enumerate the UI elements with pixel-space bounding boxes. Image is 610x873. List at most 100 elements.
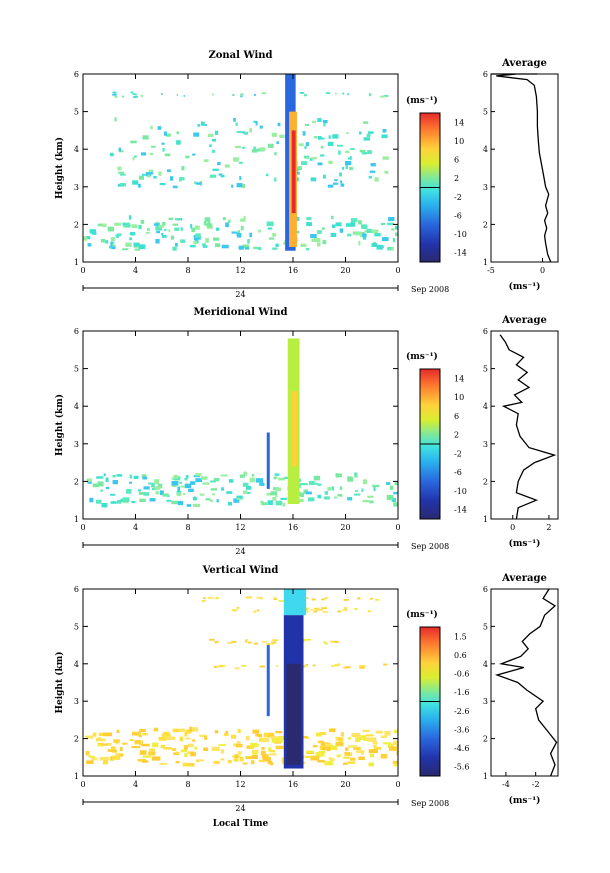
- heatmap-cell: [187, 743, 194, 748]
- heatmap-cell: [332, 182, 339, 185]
- heatmap-cell: [158, 171, 162, 176]
- heatmap-cell: [195, 473, 202, 477]
- heatmap-cell: [321, 607, 328, 610]
- heatmap-cell: [203, 159, 209, 163]
- heatmap-cell: [102, 223, 107, 228]
- heatmap-cell: [369, 93, 371, 95]
- heatmap-cell: [206, 226, 213, 229]
- x-tick-label: 16: [288, 266, 298, 275]
- heatmap-cell: [153, 176, 157, 179]
- heatmap-cell: [270, 762, 274, 766]
- heatmap-cell: [83, 236, 88, 241]
- heatmap-cell: [339, 228, 344, 233]
- heatmap-cell: [158, 224, 164, 228]
- heatmap-cell: [168, 217, 173, 221]
- heatmap-cell: [141, 474, 147, 478]
- panel-title: Vertical Wind: [202, 565, 279, 576]
- heatmap-cell: [324, 597, 328, 600]
- heatmap-cell: [142, 760, 149, 763]
- colorbar-tick-label: 1.5: [454, 632, 467, 641]
- heatmap-cell: [112, 479, 118, 485]
- heatmap-cell: [141, 743, 150, 747]
- heatmap-cell: [334, 496, 337, 499]
- avg-y-tick-label: 2: [483, 477, 488, 486]
- heatmap-cell: [132, 180, 139, 185]
- colorbar-tick-label: -6: [454, 211, 462, 220]
- heatmap-cell: [321, 598, 325, 601]
- average-profile-line: [494, 588, 558, 777]
- heatmap-cell: [235, 743, 243, 748]
- heatmap-cell: [127, 224, 131, 227]
- heatmap-cell: [311, 238, 319, 242]
- heatmap-cell: [139, 498, 146, 503]
- colorbar-tick-label: -5.6: [454, 763, 469, 772]
- heatmap-cell: [214, 730, 219, 734]
- average-frame: [490, 73, 559, 263]
- heatmap-cell: [236, 183, 243, 188]
- x-tick-label: 4: [133, 523, 138, 532]
- heatmap-cell: [134, 155, 137, 158]
- heatmap-cell: [357, 220, 362, 225]
- heatmap-cell: [194, 181, 197, 185]
- heatmap-cell: [192, 153, 196, 156]
- heatmap-cell: [334, 664, 340, 667]
- heatmap-cell: [133, 475, 139, 479]
- heatmap-cell: [211, 93, 214, 96]
- heatmap-cell: [96, 476, 104, 479]
- heatmap-cell: [327, 487, 332, 491]
- heatmap-cell: [189, 726, 193, 732]
- y-tick-label: 1: [74, 772, 79, 781]
- heatmap-cell: [112, 93, 117, 96]
- heatmap-cell: [358, 240, 361, 246]
- heatmap-cell: [158, 737, 167, 741]
- average-title: Average: [501, 573, 547, 584]
- y-axis-label: Height (km): [54, 651, 65, 713]
- heatmap-cell: [210, 480, 217, 483]
- heatmap-cell: [375, 598, 379, 601]
- heatmap-cell: [358, 756, 365, 761]
- heatmap-cell: [105, 240, 109, 244]
- heatmap-cell: [201, 599, 206, 602]
- heatmap-cell: [317, 242, 321, 247]
- heatmap-cell: [304, 146, 307, 149]
- heatmap-cell: [348, 737, 351, 740]
- heatmap-cell: [310, 233, 317, 239]
- heatmap-cell: [100, 489, 103, 492]
- colorbar-tick-label: 14: [454, 118, 464, 127]
- x-tick-label: 20: [340, 266, 350, 275]
- heatmap-cell: [359, 131, 362, 135]
- heatmap-cell: [90, 756, 96, 759]
- heatmap-cell: [236, 232, 242, 238]
- heatmap-cell: [171, 500, 179, 505]
- heatmap-cell: [322, 610, 328, 613]
- heatmap-cell: [321, 747, 326, 751]
- heatmap-cell: [156, 230, 160, 234]
- heatmap-cell: [310, 755, 320, 761]
- heatmap-cell: [215, 596, 220, 599]
- heatmap-cell: [148, 482, 152, 485]
- heatmap-cell: [162, 147, 165, 152]
- date-label: 24: [235, 547, 245, 556]
- heatmap-cell: [368, 176, 372, 179]
- avg-y-tick-label: 6: [483, 585, 488, 594]
- heatmap-cell: [110, 237, 116, 241]
- heatmap-cell: [174, 227, 180, 231]
- heatmap-cell: [205, 238, 209, 243]
- heatmap-cell: [151, 756, 161, 761]
- heatmap-cell: [233, 157, 239, 162]
- heatmap-cell: [244, 131, 248, 135]
- heatmap-cell: [221, 244, 229, 249]
- heatmap-cell: [363, 137, 371, 141]
- x-tick-label: 0: [80, 780, 85, 789]
- heatmap-cell: [253, 642, 259, 645]
- avg-y-tick-label: 1: [483, 772, 488, 781]
- heatmap-cell: [165, 133, 171, 137]
- heatmap-cell: [275, 494, 278, 497]
- heatmap-cell: [89, 497, 94, 503]
- heatmap-cell: [231, 231, 238, 234]
- heatmap-cell: [197, 759, 205, 762]
- heatmap-cell: [347, 496, 351, 500]
- y-tick-label: 5: [74, 108, 79, 117]
- heatmap-cell: [143, 492, 150, 496]
- heatmap-cell: [383, 94, 389, 97]
